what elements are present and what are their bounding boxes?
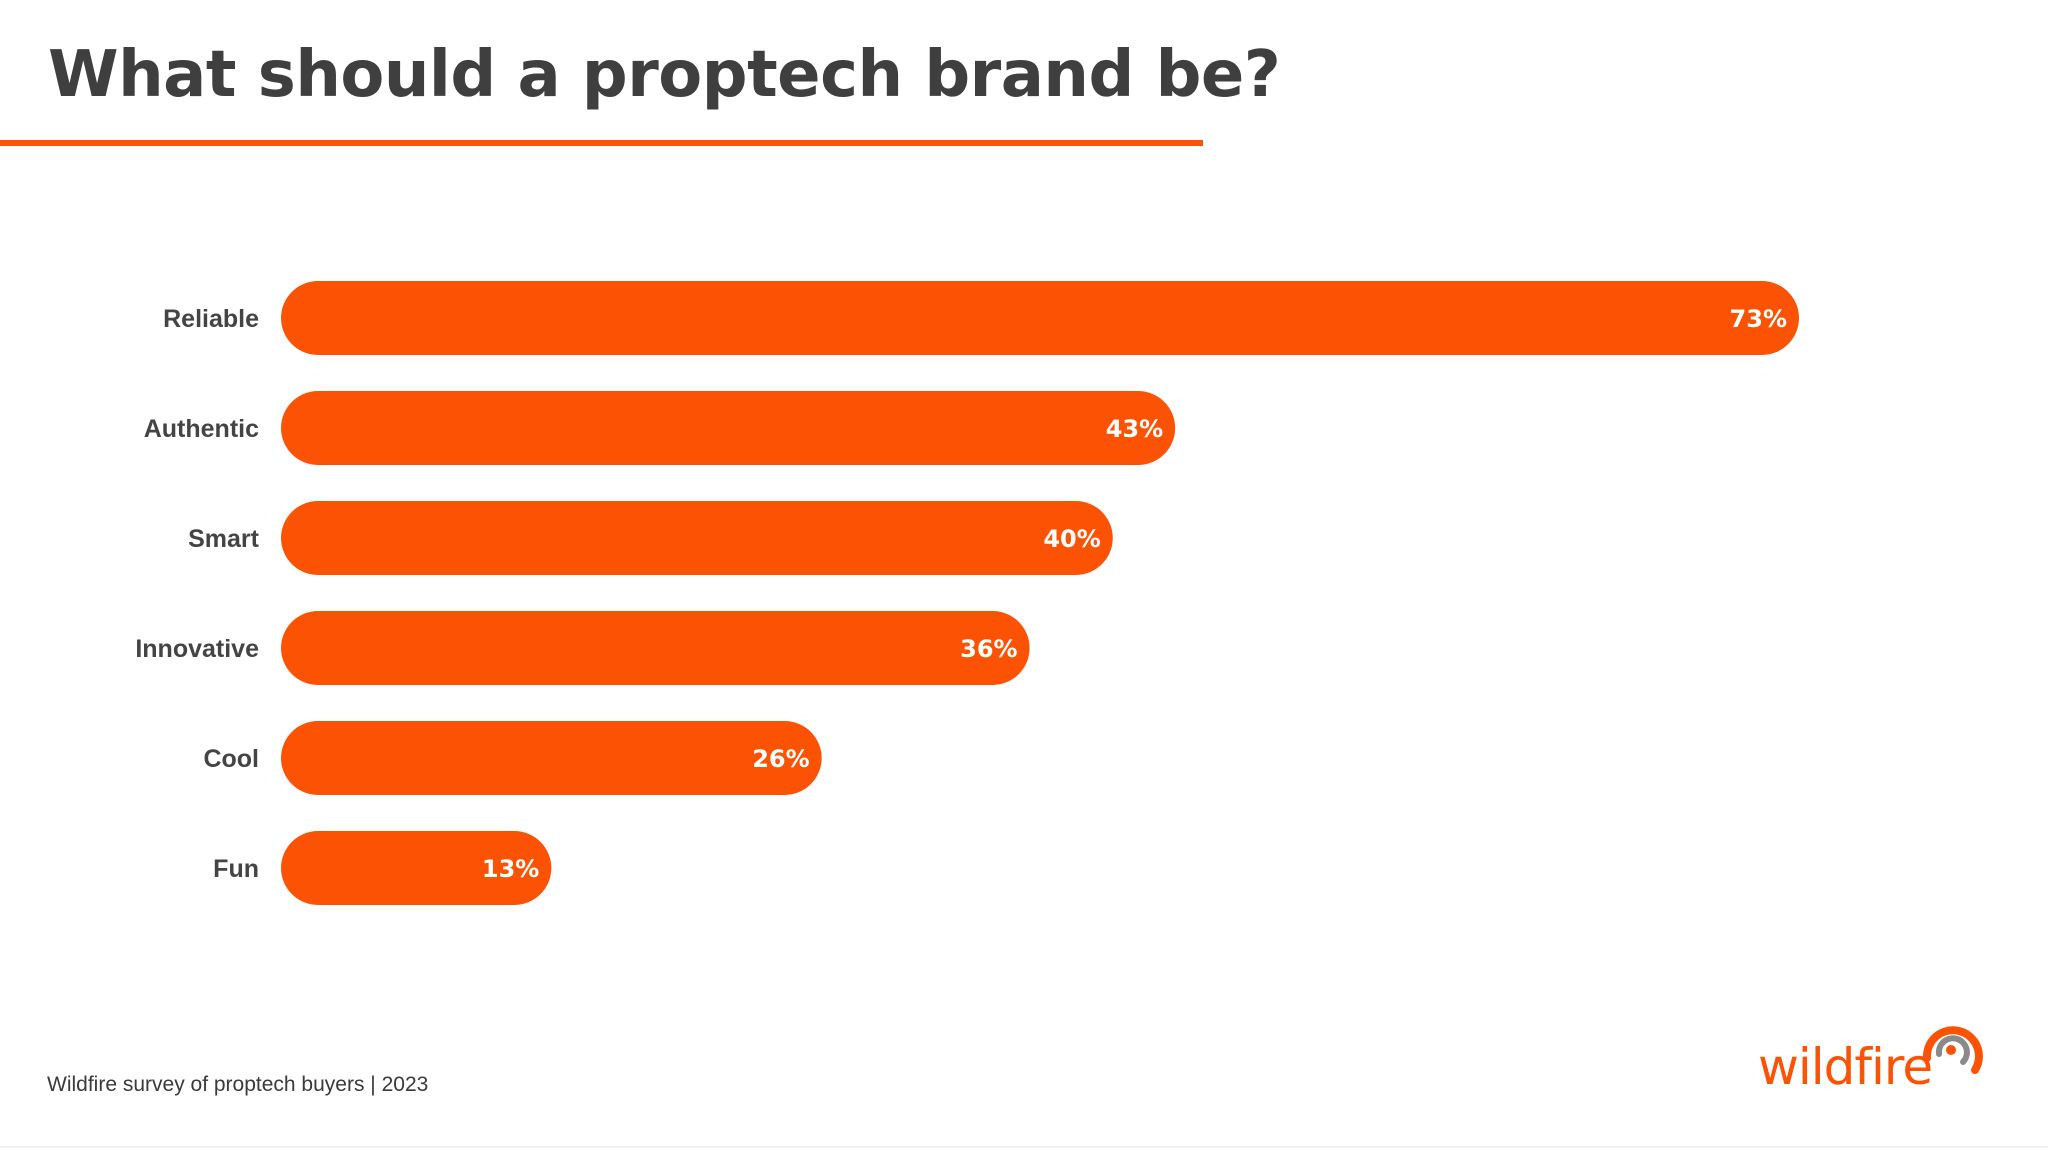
value-label-innovative: 36%: [960, 635, 1017, 663]
value-label-smart: 40%: [1043, 525, 1100, 553]
title-underline: [0, 140, 1203, 146]
value-label-authentic: 43%: [1106, 415, 1163, 443]
bar-smart: [281, 501, 1113, 575]
wildfire-logo: wildfire: [1750, 1010, 2000, 1120]
category-label-cool: Cool: [203, 745, 259, 773]
logo-wordmark: wildfire: [1758, 1038, 1933, 1096]
category-label-reliable: Reliable: [163, 305, 259, 333]
bottom-divider: [0, 1146, 2048, 1148]
category-label-smart: Smart: [188, 525, 260, 553]
value-label-reliable: 73%: [1730, 305, 1787, 333]
wildfire-swirl-icon: [1922, 1026, 1983, 1074]
source-note: Wildfire survey of proptech buyers | 202…: [47, 1073, 429, 1096]
bar-reliable: [281, 281, 1799, 355]
bar-cool: [281, 721, 822, 795]
bar-innovative: [281, 611, 1030, 685]
value-label-cool: 26%: [752, 745, 809, 773]
bar-authentic: [281, 391, 1176, 465]
page-title: What should a proptech brand be?: [48, 38, 1281, 112]
category-label-fun: Fun: [213, 855, 259, 883]
value-label-fun: 13%: [482, 855, 539, 883]
bar-fun: [281, 831, 552, 905]
category-label-innovative: Innovative: [135, 635, 259, 663]
category-label-authentic: Authentic: [144, 415, 259, 443]
